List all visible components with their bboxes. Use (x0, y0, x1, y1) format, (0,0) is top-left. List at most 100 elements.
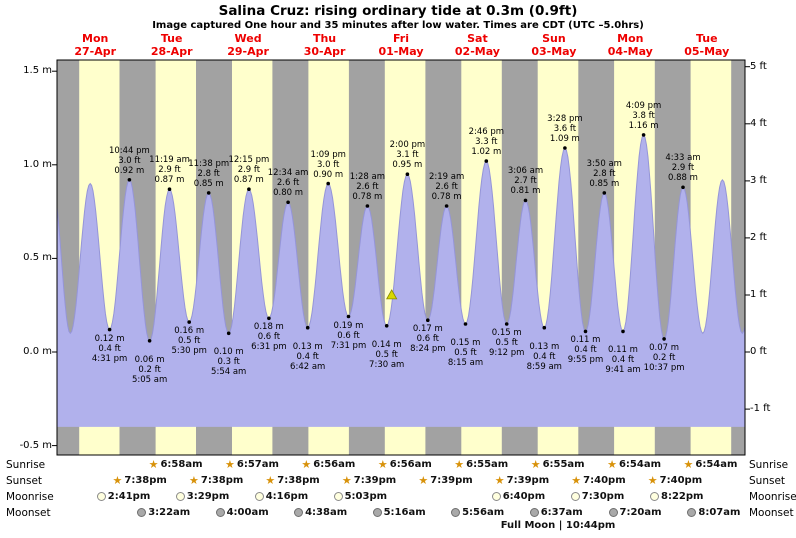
moonset-item: 3:22am (137, 507, 190, 518)
sunset-time: 7:38pm (277, 475, 320, 486)
moonset-row-label-left: Moonset (6, 507, 51, 519)
date-label: Fri 01-May (363, 32, 439, 58)
day-name: Mon (82, 32, 109, 45)
moonset-moon-icon (608, 508, 618, 517)
sunset-time: 7:39pm (430, 475, 473, 486)
tide-label-line: 0.15 m (491, 328, 522, 338)
sunset-time: 7:40pm (659, 475, 703, 486)
sunrise-item: ★ 6:58am (149, 459, 203, 470)
tide-label-line: 0.5 ft (375, 349, 398, 360)
sunset-item: ★ 7:38pm (265, 475, 319, 486)
sunset-star-icon: ★ (341, 474, 352, 487)
date-label: Tue 28-Apr (133, 32, 209, 58)
tide-label-line: 2:46 pm (468, 127, 505, 138)
date-label: Tue 05-May (669, 32, 745, 58)
tide-label-line: 0.6 ft (257, 332, 281, 343)
sunset-item: ★ 7:38pm (113, 475, 167, 486)
tide-label-line: 6:31 pm (251, 342, 287, 353)
feet-axis-label: -1 ft (750, 403, 771, 415)
sunrise-time: 6:54am (618, 459, 662, 470)
high-tide-label: 12:34 am 2.6 ft 0.80 m (268, 168, 309, 198)
tide-label-line: 2.6 ft (435, 182, 458, 192)
feet-axis-label: 5 ft (750, 60, 767, 72)
high-tide-label: 1:09 pm 3.0 ft 0.90 m (310, 150, 345, 180)
sunrise-star-icon: ★ (454, 458, 465, 471)
moonset-moon-icon (451, 508, 461, 517)
tide-label-line: 1.02 m (471, 147, 502, 158)
tide-extreme-dot (206, 191, 211, 195)
tide-label-line: 0.80 m (273, 188, 304, 199)
moonrise-row-label-left: Moonrise (6, 491, 54, 503)
tide-extreme-dot (463, 322, 468, 326)
feet-axis-label: 1 ft (750, 288, 767, 300)
tide-label-line: 2.8 ft (197, 168, 220, 179)
sunset-star-icon: ★ (112, 474, 123, 487)
moonset-time: 3:22am (148, 507, 191, 518)
tide-label-line: 8:15 am (447, 358, 484, 368)
tide-label-line: 0.5 ft (454, 348, 477, 358)
sunrise-time: 6:57am (236, 459, 279, 470)
low-tide-label: 0.16 m 0.5 ft 5:30 pm (171, 326, 206, 356)
sunset-item: ★ 7:39pm (495, 475, 549, 486)
sunset-time: 7:39pm (506, 475, 550, 486)
day-name: Mon (617, 32, 644, 45)
moonrise-moon-icon (254, 492, 264, 501)
sunset-time: 7:40pm (583, 475, 626, 486)
tide-label-line: 0.78 m (431, 192, 462, 202)
sunset-item: ★ 7:38pm (189, 475, 243, 486)
sunrise-time: 6:54am (695, 459, 738, 470)
moonset-time: 7:20am (619, 507, 662, 518)
day-name: Fri (392, 32, 409, 45)
tide-label-line: 3.0 ft (316, 159, 340, 170)
tide-label-line: 0.87 m (154, 175, 185, 186)
low-tide-label: 0.19 m 0.6 ft 7:31 pm (331, 321, 366, 351)
low-tide-label: 0.17 m 0.6 ft 8:24 pm (410, 324, 445, 354)
sunrise-star-icon: ★ (301, 458, 312, 471)
tide-label-line: 0.2 ft (138, 364, 161, 375)
day-date: 01-May (378, 45, 424, 58)
tide-extreme-dot (583, 329, 588, 334)
tide-label-line: 0.4 ft (611, 355, 635, 366)
tide-label-line: 0.78 m (352, 192, 383, 202)
moonset-time: 8:07am (698, 507, 741, 518)
tide-extreme-dot (681, 185, 685, 190)
moonset-moon-icon (137, 508, 147, 517)
sunset-item: ★ 7:39pm (342, 475, 396, 486)
tide-label-line: 0.6 ft (416, 334, 439, 345)
tide-label-line: 0.90 m (313, 169, 344, 180)
sunrise-time: 6:55am (466, 459, 509, 470)
sunrise-time: 6:56am (389, 459, 432, 470)
low-tide-label: 0.06 m 0.2 ft 5:05 am (132, 355, 167, 385)
high-tide-label: 1:28 am 2.6 ft 0.78 m (350, 172, 385, 202)
tide-extreme-dot (365, 204, 370, 208)
sunrise-star-icon: ★ (148, 458, 159, 471)
tide-label-line: 12:34 am (267, 168, 309, 179)
sunrise-time: 6:58am (160, 459, 203, 470)
date-label: Mon 27-Apr (57, 32, 133, 58)
tide-label-line: 2.9 ft (237, 165, 261, 176)
moonset-item: 8:07am (687, 507, 740, 518)
date-label: Mon 04-May (592, 32, 668, 58)
sunrise-time: 6:56am (313, 459, 356, 470)
moonrise-moon-icon (333, 492, 343, 501)
date-label: Sat 02-May (439, 32, 515, 58)
sunset-row-label-left: Sunset (6, 475, 43, 487)
tide-extreme-dot (641, 133, 646, 137)
moonrise-time: 5:03pm (344, 491, 388, 502)
sunrise-star-icon: ★ (607, 458, 617, 471)
tide-label-line: 0.15 m (450, 338, 481, 348)
day-name: Sat (467, 32, 488, 45)
tide-label-line: 0.16 m (174, 326, 205, 337)
tide-label-line: 0.19 m (333, 320, 364, 331)
tide-label-line: 0.4 ft (296, 351, 319, 362)
sunset-row-label-right: Sunset (749, 475, 786, 487)
day-name: Tue (695, 32, 718, 45)
tide-extreme-dot (326, 181, 331, 186)
moonrise-item: 7:30pm (570, 491, 624, 502)
tide-extreme-dot (346, 314, 351, 319)
tide-label-line: 6:42 am (290, 361, 326, 372)
tide-label-line: 0.4 ft (98, 343, 121, 354)
plot-border (56, 59, 746, 456)
sunrise-row-label-left: Sunrise (6, 459, 46, 471)
